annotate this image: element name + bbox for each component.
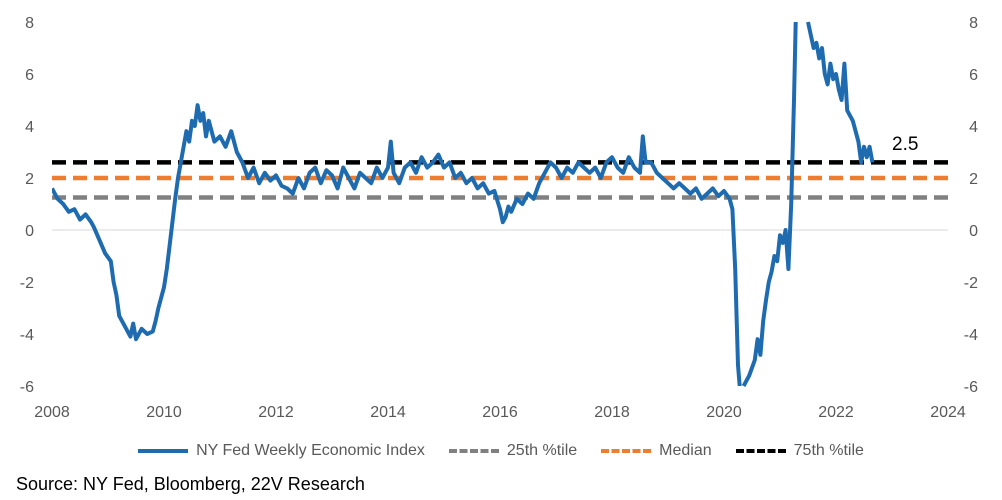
x-tick: 2024 xyxy=(930,404,966,421)
legend-item-75th: 75th %tile xyxy=(735,442,864,460)
x-axis: 2008 2010 2012 2014 2016 2018 2020 2022 2024 xyxy=(34,229,966,421)
y-tick-right: 0 xyxy=(969,223,978,240)
y-tick-right: -6 xyxy=(964,379,978,396)
x-tick: 2018 xyxy=(594,404,630,421)
left-y-axis: -6 -4 -2 0 2 4 6 8 xyxy=(20,15,34,396)
legend-swatch-75th xyxy=(735,449,786,453)
x-tick: 2008 xyxy=(34,404,70,421)
y-tick-left: -6 xyxy=(20,379,34,396)
y-tick-right: -2 xyxy=(964,275,978,292)
right-y-axis: -6 -4 -2 0 2 4 6 8 xyxy=(964,15,978,396)
legend-label-median: Median xyxy=(659,442,712,459)
y-tick-left: -4 xyxy=(20,327,34,344)
y-tick-left: 0 xyxy=(25,223,34,240)
legend-label-75th: 75th %tile xyxy=(793,442,864,459)
y-tick-right: 8 xyxy=(969,15,978,32)
legend-item-index: NY Fed Weekly Economic Index xyxy=(138,442,425,460)
legend-swatch-25th xyxy=(448,449,499,453)
legend-swatch-median xyxy=(601,449,652,453)
y-tick-left: 2 xyxy=(25,171,34,188)
chart-svg: -6 -4 -2 0 2 4 6 8 -6 -4 -2 0 2 4 6 8 2008 2010 2012 2014… xyxy=(20,15,978,421)
legend-item-median: Median xyxy=(601,442,712,460)
legend-swatch-index xyxy=(138,449,189,453)
annotation-label: 2.5 xyxy=(892,134,918,155)
x-tick: 2022 xyxy=(818,404,854,421)
x-tick: 2016 xyxy=(482,404,518,421)
y-tick-right: -4 xyxy=(964,327,978,344)
y-tick-right: 6 xyxy=(969,67,978,84)
x-tick: 2014 xyxy=(370,404,406,421)
legend: NY Fed Weekly Economic Index 25th %tile … xyxy=(0,438,1002,464)
y-tick-left: 6 xyxy=(25,67,34,84)
series-line-weekly-economic-index xyxy=(741,21,798,387)
y-tick-right: 2 xyxy=(969,171,978,188)
x-tick: 2020 xyxy=(706,404,742,421)
y-tick-left: 8 xyxy=(25,15,34,32)
legend-label-25th: 25th %tile xyxy=(506,442,578,459)
y-tick-left: 4 xyxy=(25,119,34,136)
source-note: Source: NY Fed, Bloomberg, 22V Research xyxy=(16,474,365,494)
plot-area xyxy=(52,21,948,387)
legend-label-index: NY Fed Weekly Economic Index xyxy=(196,442,425,459)
y-tick-right: 4 xyxy=(969,119,978,136)
x-tick: 2010 xyxy=(146,404,182,421)
series-line-weekly-economic-index xyxy=(52,103,742,387)
x-tick: 2012 xyxy=(258,404,294,421)
y-tick-left: -2 xyxy=(20,275,34,292)
series-line-weekly-economic-index xyxy=(806,21,875,165)
legend-item-25th: 25th %tile xyxy=(448,442,578,460)
